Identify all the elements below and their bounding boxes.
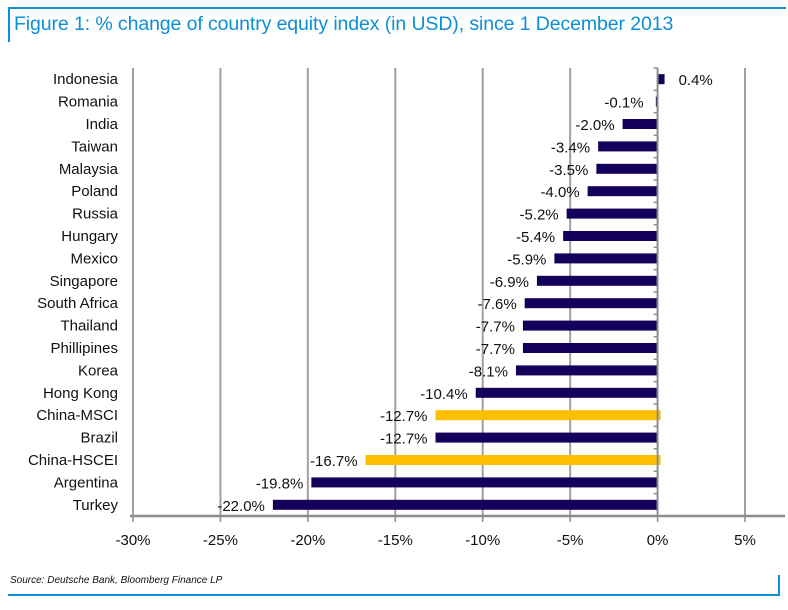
gridlines [132, 68, 746, 516]
data-label: -3.4% [551, 139, 590, 156]
category-label: China-HSCEI [28, 452, 118, 469]
value-labels: 0.4% -0.1% -2.0% -3.4% -3.5% -4.0% -5.2% -5.4% -… [217, 72, 712, 515]
category-label: Turkey [73, 497, 119, 514]
bar-india [622, 119, 658, 129]
x-tick-labels: -30% -25% -20% -15% -10% -5% 0% 5% [115, 532, 755, 549]
x-tick-label: -30% [115, 532, 150, 549]
chart-title: Figure 1: % change of country equity ind… [14, 13, 674, 35]
source-note: Source: Deutsche Bank, Bloomberg Finance… [10, 575, 223, 586]
category-label: Hong Kong [43, 385, 118, 402]
category-label: South Africa [37, 295, 119, 312]
data-label: -7.6% [477, 296, 516, 313]
bar-korea [515, 365, 658, 376]
category-label: Brazil [80, 430, 118, 447]
x-tick-label: -5% [557, 532, 584, 549]
bar-mexico [554, 253, 658, 264]
data-label: -7.7% [476, 341, 515, 358]
category-label: India [85, 116, 118, 133]
category-label: Hungary [61, 228, 118, 245]
x-tick-label: -25% [203, 532, 238, 549]
data-label: -8.1% [469, 363, 508, 380]
bar-russia [566, 208, 658, 219]
x-tick-label: 5% [734, 532, 756, 549]
data-label: -4.0% [540, 184, 579, 201]
bar-indonesia [657, 74, 665, 85]
x-tick-label: -15% [378, 532, 413, 549]
category-label: Malaysia [59, 161, 119, 178]
category-label: Russia [72, 206, 119, 223]
bar-poland [587, 186, 658, 197]
title-frame [8, 7, 786, 42]
bar-china-hscei [365, 455, 661, 465]
data-label: 0.4% [679, 72, 713, 89]
bars [272, 74, 665, 510]
bar-china-msci [435, 410, 661, 421]
data-label: -5.9% [507, 251, 546, 268]
category-label: Romania [58, 94, 119, 111]
category-label: Argentina [54, 474, 119, 491]
data-label: -5.2% [519, 207, 558, 224]
category-label: Phillipines [50, 340, 118, 357]
x-tick-label: -10% [465, 532, 500, 549]
data-label: -16.7% [310, 453, 358, 470]
bar-malaysia [596, 163, 658, 174]
category-label: Indonesia [53, 71, 119, 88]
data-label: -3.5% [549, 162, 588, 179]
bar-south-africa [524, 298, 658, 309]
data-label: -5.4% [516, 229, 555, 246]
bar-singapore [536, 275, 658, 286]
footer-frame [8, 575, 780, 596]
data-label: -12.7% [380, 431, 428, 448]
data-label: -6.9% [490, 274, 529, 291]
data-label: -7.7% [476, 319, 515, 336]
bar-hong-kong [475, 387, 658, 398]
axes [130, 67, 785, 522]
category-label: China-MSCI [36, 407, 118, 424]
bar-turkey [272, 499, 658, 510]
category-label: Taiwan [71, 138, 118, 155]
bar-phillipines [522, 343, 658, 353]
category-label: Poland [71, 183, 118, 200]
category-label: Singapore [50, 273, 118, 290]
data-label: -19.8% [256, 475, 304, 492]
data-label: -10.4% [420, 386, 468, 403]
data-label: -22.0% [217, 498, 265, 515]
category-label: Mexico [70, 250, 118, 267]
x-tick-label: 0% [647, 532, 669, 549]
data-label: -0.1% [604, 95, 643, 112]
bar-brazil [435, 432, 658, 443]
category-label: Korea [78, 362, 119, 379]
category-labels: Indonesia Romania India Taiwan Malaysia Polan… [28, 71, 119, 514]
bar-hungary [563, 231, 658, 241]
bar-taiwan [598, 141, 658, 152]
x-tick-label: -20% [290, 532, 325, 549]
data-label: -2.0% [575, 117, 614, 134]
bar-argentina [311, 477, 658, 488]
bar-thailand [522, 320, 658, 331]
data-label: -12.7% [380, 408, 428, 425]
category-label: Thailand [60, 318, 118, 335]
